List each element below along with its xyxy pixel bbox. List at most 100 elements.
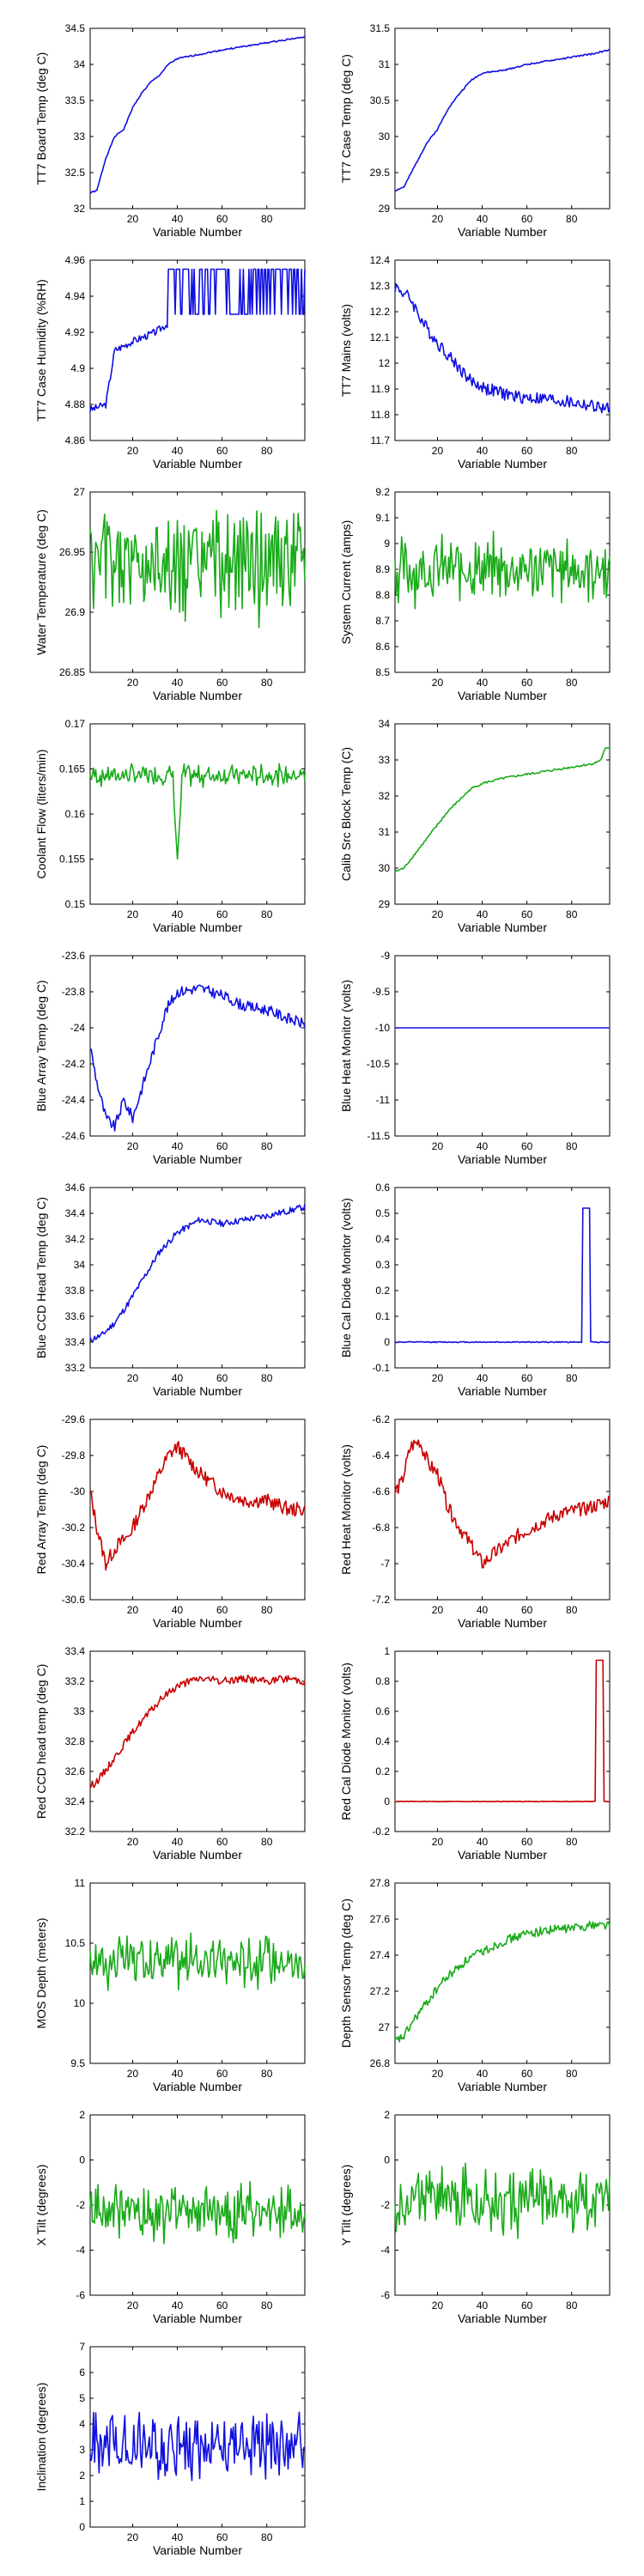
y-tick-label: 30.5	[370, 94, 391, 106]
y-tick-label: 34.5	[65, 22, 86, 34]
series-line	[89, 1932, 306, 1991]
plot-frame	[394, 723, 611, 905]
x-axis-label: Variable Number	[458, 1848, 547, 1862]
y-tick-label: 11.9	[371, 383, 391, 395]
series-line	[89, 762, 306, 860]
y-tick-label: 29	[379, 203, 391, 215]
x-tick-label: 80	[261, 2531, 273, 2543]
plot-frame	[89, 259, 306, 441]
y-tick-label: -9	[380, 950, 390, 962]
y-tick-label: 33.8	[65, 1285, 86, 1297]
y-tick-label: 9	[384, 538, 390, 550]
x-tick-label: 60	[216, 2300, 228, 2312]
y-axis-label: Red Array Temp (deg C)	[34, 1445, 48, 1575]
y-tick-label: 2	[384, 2109, 390, 2121]
y-axis-label: Water Temperature (deg C)	[34, 509, 48, 655]
chart-panel-6: 8.5 8.6 8.7 8.8 8.9 9 9.1 9.2 20 40 60 80 Variable N…	[339, 486, 611, 702]
x-axis-label: Variable Number	[458, 1152, 547, 1166]
y-tick-label: 27	[379, 2021, 391, 2033]
y-axis-label: Coolant Flow (liters/min)	[34, 750, 48, 879]
chart-panel-10: -11.5 -11 -10.5 -10 -9.5 -9 20 40 60 80 Variable N…	[339, 950, 611, 1166]
y-tick-label: 0.3	[375, 1259, 390, 1271]
x-tick-label: 20	[432, 1140, 444, 1152]
x-tick-label: 80	[566, 2068, 578, 2080]
chart-panel-15: 32.2 32.4 32.6 32.8 33 33.2 33.4 20 40 60 80 Variab…	[34, 1645, 306, 1862]
y-tick-label: 0	[79, 2154, 85, 2166]
series-line	[394, 1439, 611, 1569]
y-tick-label: 0	[384, 1336, 390, 1348]
x-tick-label: 40	[172, 1836, 184, 1848]
x-axis-label: Variable Number	[153, 1152, 242, 1166]
series-line	[89, 1674, 306, 1789]
x-axis-label: Variable Number	[458, 2080, 547, 2093]
x-tick-label: 40	[172, 445, 184, 457]
series-line	[394, 283, 611, 414]
y-tick-label: 4.86	[65, 434, 86, 447]
x-axis-label: Variable Number	[153, 689, 242, 702]
x-tick-label: 20	[432, 213, 444, 225]
y-tick-label: 2	[79, 2470, 85, 2482]
x-tick-label: 40	[477, 2068, 489, 2080]
chart-panel-9: -24.6 -24.4 -24.2 -24 -23.8 -23.6 20 40 60 80 Vari…	[34, 950, 306, 1166]
x-tick-label: 20	[432, 445, 444, 457]
x-tick-label: 20	[127, 2300, 139, 2312]
x-tick-label: 40	[477, 2300, 489, 2312]
x-tick-label: 20	[432, 908, 444, 920]
plot-frame	[89, 723, 306, 905]
x-tick-label: 20	[432, 1604, 444, 1616]
x-tick-label: 40	[172, 908, 184, 920]
x-tick-label: 40	[172, 213, 184, 225]
y-tick-label: -24.6	[62, 1130, 86, 1142]
x-tick-label: 60	[216, 445, 228, 457]
y-tick-label: 32.5	[65, 167, 86, 179]
y-axis-label: Red Heat Monitor (volts)	[339, 1444, 353, 1575]
plot-frame	[89, 27, 306, 210]
chart-panel-11: 33.2 33.4 33.6 33.8 34 34.2 34.4 34.6 20 40 60 80 Va…	[34, 1182, 306, 1398]
x-tick-label: 80	[566, 1836, 578, 1848]
x-tick-label: 80	[261, 445, 273, 457]
x-tick-label: 60	[521, 1604, 533, 1616]
x-axis-label: Variable Number	[458, 457, 547, 471]
y-tick-label: -24	[70, 1022, 86, 1034]
y-tick-label: 4.92	[65, 326, 86, 338]
y-tick-label: 7	[79, 2341, 85, 2353]
y-tick-label: -2	[76, 2199, 85, 2211]
y-tick-label: 29.5	[370, 167, 391, 179]
y-tick-label: -30.2	[62, 1522, 86, 1534]
y-axis-label: System Current (amps)	[339, 520, 353, 645]
x-tick-label: 40	[172, 2068, 184, 2080]
y-axis-label: Red Cal Diode Monitor (volts)	[339, 1662, 353, 1820]
x-tick-label: 40	[477, 1372, 489, 1384]
y-tick-label: 33.2	[65, 1675, 86, 1687]
y-tick-label: 8.6	[375, 641, 390, 653]
y-tick-label: 4	[79, 2418, 85, 2430]
series-line	[89, 1441, 306, 1571]
y-tick-label: -23.6	[62, 950, 86, 962]
x-tick-label: 20	[127, 1140, 139, 1152]
y-tick-label: 33.4	[65, 1336, 86, 1348]
plot-frame	[89, 2346, 306, 2528]
y-axis-label: Depth Sensor Temp (deg C)	[339, 1899, 353, 2048]
x-axis-label: Variable Number	[458, 225, 547, 239]
x-tick-label: 80	[261, 677, 273, 689]
y-tick-label: 27.2	[370, 1985, 391, 1997]
y-tick-label: 8.9	[375, 563, 390, 575]
series-line	[89, 268, 306, 412]
plot-frame	[89, 1882, 306, 2064]
y-tick-label: 32.8	[65, 1735, 86, 1747]
x-tick-label: 80	[261, 2300, 273, 2312]
x-tick-label: 40	[477, 213, 489, 225]
chart-panel-14: -7.2 -7 -6.8 -6.6 -6.4 -6.2 20 40 60 80 Variable N…	[339, 1413, 611, 1630]
y-tick-label: 27	[74, 486, 86, 498]
x-axis-label: Variable Number	[458, 1616, 547, 1630]
plot-frame	[394, 955, 611, 1137]
y-tick-label: -11.5	[368, 1130, 391, 1142]
y-tick-label: -0.2	[372, 1826, 390, 1838]
x-tick-label: 80	[261, 1604, 273, 1616]
y-tick-label: 31.5	[370, 22, 391, 34]
y-tick-label: 31	[379, 826, 391, 838]
x-tick-label: 60	[521, 445, 533, 457]
x-tick-label: 40	[477, 908, 489, 920]
y-axis-label: TT7 Board Temp (deg C)	[34, 52, 48, 185]
